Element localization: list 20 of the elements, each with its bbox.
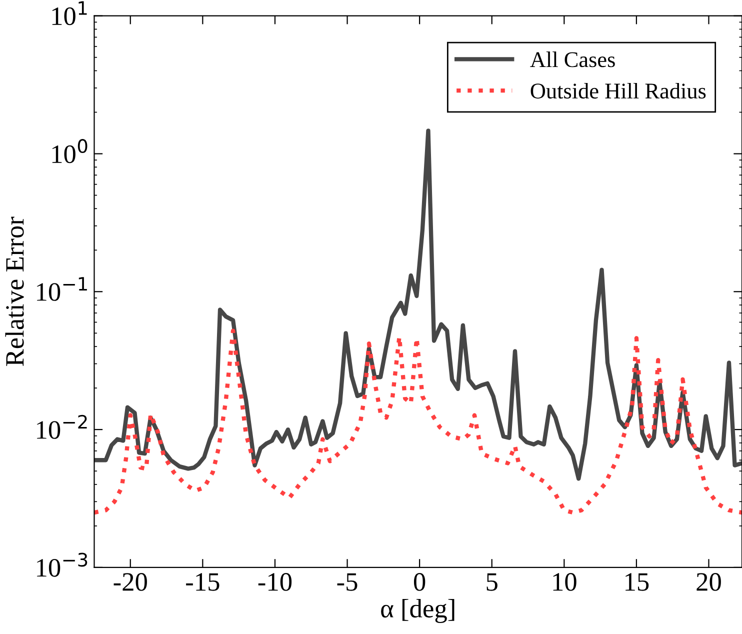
y-tick-label: 10$^{−3}$ [37, 552, 88, 577]
x-tick-label: -5 [337, 573, 358, 591]
x-tick-label: -20 [114, 573, 147, 591]
x-tick-label: 10 [553, 573, 576, 591]
y-tick-label: 10$^{1}$ [52, 1, 87, 26]
y-tick-label: 10$^{−2}$ [37, 414, 87, 439]
x-tick-label: 5 [486, 573, 498, 591]
line-series [94, 328, 742, 515]
legend-label: Outside Hill Radius [530, 82, 706, 99]
line-series [94, 128, 742, 481]
x-tick-label: -15 [186, 573, 220, 591]
legend-label: All Cases [530, 52, 615, 68]
x-tick-label: 15 [626, 573, 649, 591]
x-tick-label: 0 [414, 573, 426, 591]
x-tick-label: 20 [696, 573, 721, 591]
y-axis-title: Relative Error [5, 216, 24, 366]
y-tick-label: 10$^{0}$ [52, 139, 88, 164]
x-axis-title: α [deg] [381, 599, 454, 624]
y-tick-label: 10$^{−1}$ [37, 277, 87, 301]
x-tick-label: -10 [258, 573, 292, 591]
